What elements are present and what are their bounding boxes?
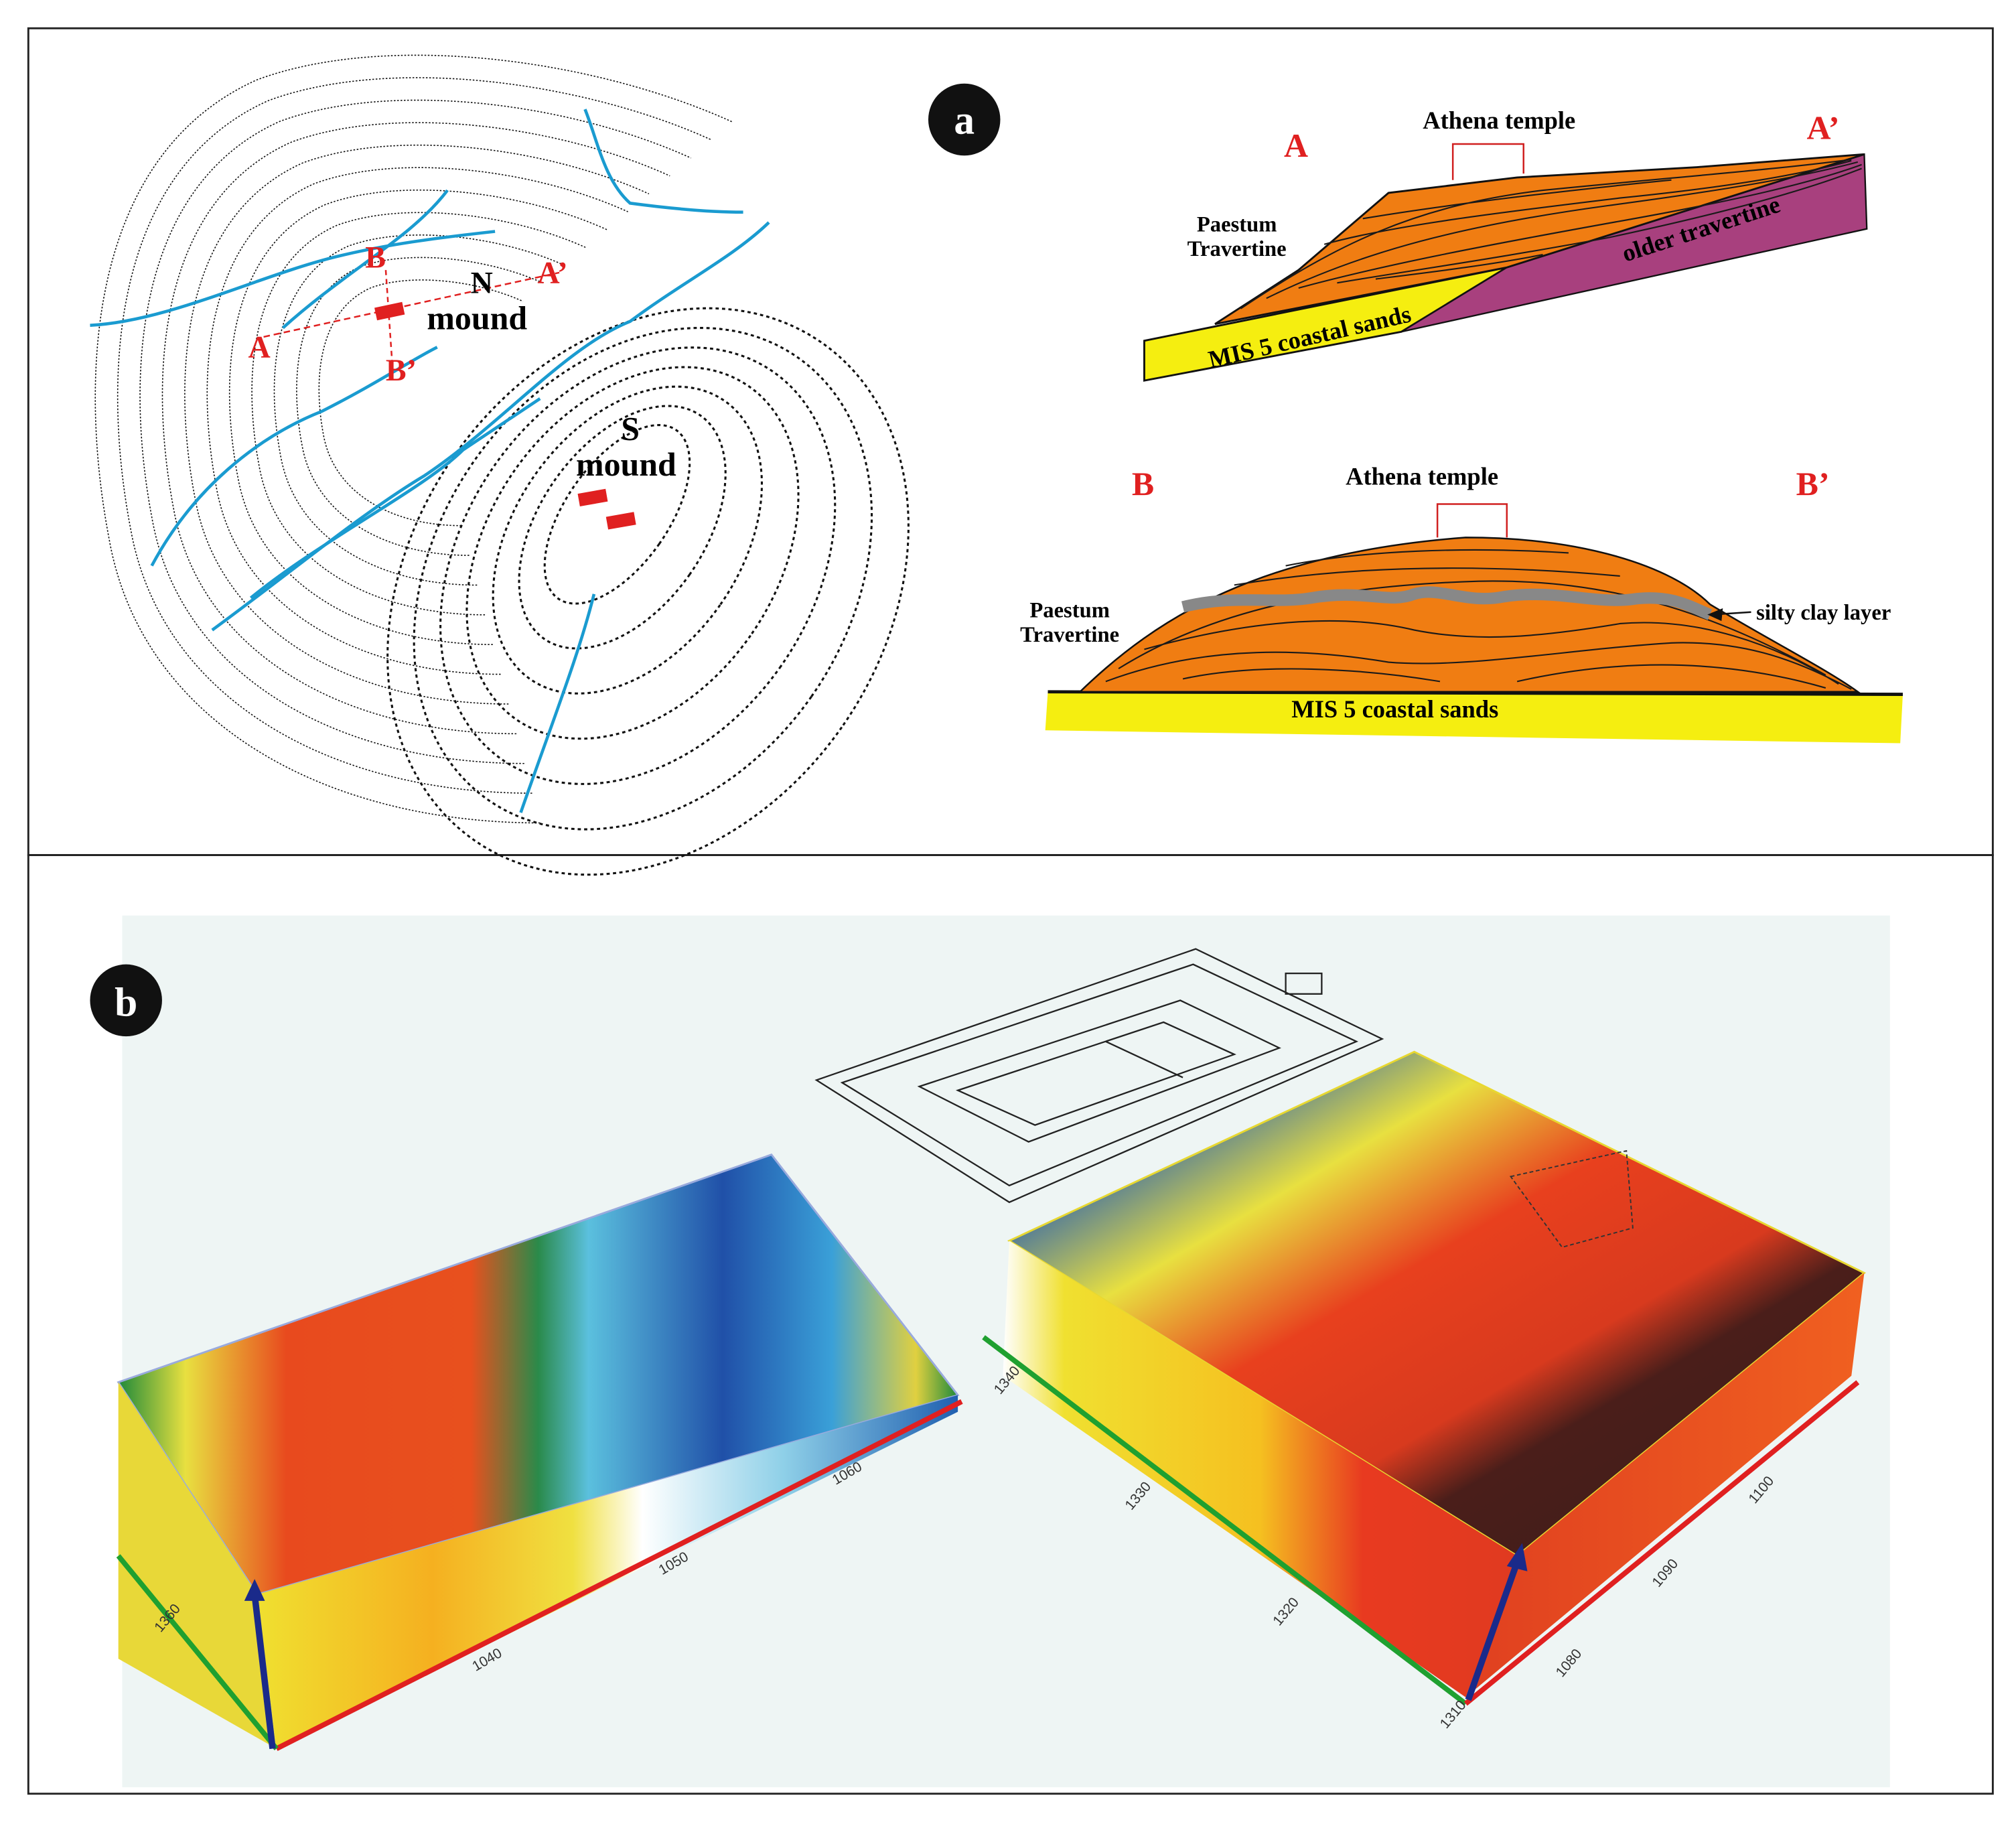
unit-label: MIS 5 coastal sands — [1291, 696, 1498, 723]
z-axis-head — [1506, 1543, 1528, 1571]
z-axis-head — [244, 1579, 265, 1601]
panel-badge — [928, 83, 1001, 156]
paestum-travertine — [1214, 153, 1865, 326]
paestum-travertine — [1078, 537, 1861, 693]
unit-label: Paestum — [1029, 598, 1110, 622]
stream — [281, 189, 449, 330]
z-axis — [251, 1594, 276, 1750]
streams — [90, 109, 770, 813]
stream — [583, 109, 743, 214]
block-side — [118, 1382, 277, 1749]
contour-line — [140, 100, 691, 764]
contour-line — [439, 346, 837, 785]
coastal-sands — [1045, 691, 1903, 744]
contour-line — [185, 145, 649, 704]
temple-bracket — [1436, 503, 1508, 538]
x-axis — [275, 1399, 963, 1752]
stream — [150, 346, 438, 567]
arrow-head — [1707, 608, 1723, 622]
stream — [519, 593, 596, 813]
map-label: A — [248, 330, 271, 364]
contour-line — [95, 55, 733, 823]
temple-bracket — [1451, 143, 1524, 180]
plan-annex — [1285, 972, 1323, 995]
y-axis — [982, 1335, 1467, 1706]
section-end-label: A’ — [1807, 109, 1840, 146]
contour-line — [230, 190, 607, 644]
temple-label: Athena temple — [1346, 464, 1498, 490]
map-label: N — [471, 266, 493, 300]
plan-line — [1105, 1040, 1183, 1078]
section-line-aa — [263, 271, 560, 338]
map-label: mound — [576, 446, 676, 483]
contour-lines — [95, 55, 910, 876]
section-aa: Athena temple A A’ Paestum Travertine ol… — [1143, 107, 1868, 382]
y-axis — [116, 1554, 279, 1751]
strata-lines — [1240, 158, 1862, 309]
plan-outline — [840, 963, 1359, 1187]
temple-outline — [1509, 1149, 1634, 1249]
block-front — [1003, 1241, 1518, 1697]
stream — [90, 230, 496, 327]
map-label: A’ — [537, 255, 567, 289]
contour-line — [162, 123, 670, 733]
block-front — [257, 1395, 958, 1749]
temple-label: Athena temple — [1423, 107, 1575, 134]
left-block — [116, 1153, 963, 1752]
unit-label: Paestum — [1197, 213, 1277, 237]
temple-marker — [374, 301, 405, 321]
section-bb: Athena temple B B’ Paestum Travertine si… — [1020, 464, 1903, 744]
unit-label: Travertine — [1187, 237, 1287, 261]
silty-clay-band — [1181, 586, 1713, 620]
contour-line — [492, 385, 764, 695]
contour-line — [518, 405, 727, 650]
contour-line — [118, 78, 712, 793]
contour-line — [413, 327, 873, 831]
section-end-label: A — [1284, 127, 1308, 164]
plan-cella — [917, 999, 1281, 1143]
map-label: B’ — [386, 353, 417, 387]
stream — [249, 397, 541, 600]
contour-line — [543, 424, 691, 605]
x-axis — [1463, 1380, 1860, 1706]
block-side — [1465, 1273, 1865, 1697]
map-label: S — [621, 410, 640, 447]
section-end-label: B’ — [1796, 466, 1830, 502]
map-label: mound — [427, 299, 527, 336]
panel-label: a — [954, 98, 975, 143]
unit-label: Travertine — [1020, 623, 1119, 647]
temple-marker — [577, 488, 608, 506]
strata-lines — [1105, 549, 1852, 690]
section-end-label: B — [1132, 466, 1154, 502]
plan-outline — [814, 948, 1384, 1204]
unit-label: silty clay layer — [1756, 601, 1891, 625]
contour-line — [319, 280, 523, 526]
temple-marker — [605, 512, 636, 530]
contour-line — [252, 212, 586, 615]
contour-line — [275, 235, 565, 585]
contour-line — [386, 307, 910, 876]
panel-b-frame — [27, 854, 1994, 1795]
panel-badge — [90, 964, 162, 1037]
right-block — [982, 1050, 1867, 1706]
plan-cella — [955, 1021, 1236, 1126]
temple-plan — [814, 948, 1384, 1204]
contour-line — [297, 257, 544, 555]
map-label: B — [365, 240, 386, 274]
contour-line — [465, 366, 800, 740]
panel-label: b — [115, 979, 137, 1025]
z-axis — [1465, 1561, 1520, 1701]
